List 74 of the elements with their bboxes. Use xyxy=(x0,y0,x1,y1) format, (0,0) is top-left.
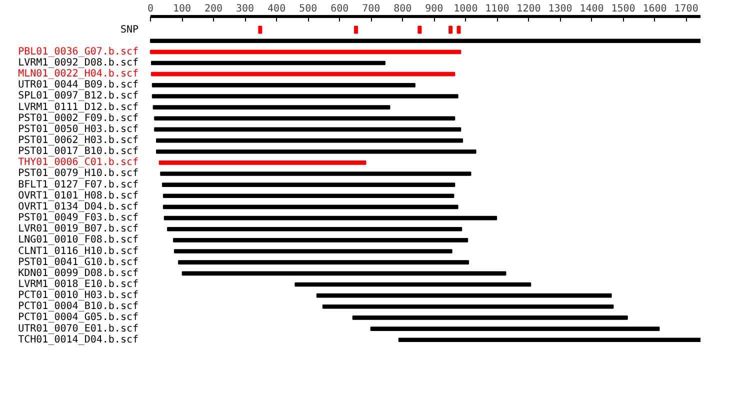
y-tick-label: MLN01_0022_H04.b.scf xyxy=(18,68,139,80)
y-tick-label: PST01_0079_H10.b.scf xyxy=(18,168,139,180)
bar xyxy=(352,316,628,320)
bar xyxy=(162,194,454,198)
x-tick-label: 500 xyxy=(299,4,318,14)
x-tick-label: 0 xyxy=(147,4,154,14)
bar xyxy=(154,127,462,132)
x-tick-label: 1400 xyxy=(580,4,604,14)
bar xyxy=(150,50,462,54)
y-tick-label: LNG01_0010_F08.b.scf xyxy=(18,234,139,246)
y-tick-label: LVRM1_0092_D08.b.scf xyxy=(18,58,139,69)
y-tick-label: SPL01_0097_B12.b.scf xyxy=(18,90,139,102)
y-tick-label: UTR01_0044_B09.b.scf xyxy=(18,80,139,91)
y-tick-label: KDN01_0099_D08.b.scf xyxy=(18,268,139,279)
bar xyxy=(152,94,458,98)
y-tick-label: PCT01_0010_H03.b.scf xyxy=(18,290,139,302)
y-tick-label: PST01_0062_H03.b.scf xyxy=(18,135,139,146)
bar xyxy=(150,60,386,66)
bar xyxy=(150,72,456,76)
bar xyxy=(158,160,366,165)
y-tick-label: PST01_0050_H03.b.scf xyxy=(18,124,139,135)
bar xyxy=(178,260,470,264)
x-tick-label: 800 xyxy=(394,4,412,14)
y-tick-label: PST01_0049_F03.b.scf xyxy=(18,212,139,224)
x-tick-label: 600 xyxy=(330,4,349,14)
bar xyxy=(160,172,472,176)
y-tick-label: BFLT1_0127_F07.b.scf xyxy=(18,179,139,190)
y-tick-label: OVRT1_0134_D04.b.scf xyxy=(18,201,139,212)
x-tick-label: 1700 xyxy=(674,4,698,14)
y-tick-label: TCH01_0014_D04.b.scf xyxy=(18,334,139,346)
x-tick-label: 1100 xyxy=(485,4,510,14)
y-tick-label: LVRM1_0018_E10.b.scf xyxy=(18,278,139,290)
x-tick-label: 1200 xyxy=(516,4,541,14)
bar xyxy=(316,293,612,298)
x-tick-label: 300 xyxy=(236,4,254,14)
bar xyxy=(173,238,468,242)
x-tick-label: 900 xyxy=(425,4,444,14)
x-tick-label: 400 xyxy=(268,4,286,14)
bar xyxy=(322,304,614,309)
bar xyxy=(162,204,458,210)
x-tick-label: 200 xyxy=(204,4,223,14)
x-tick-label: 1000 xyxy=(454,4,478,14)
bar xyxy=(154,116,456,121)
bar xyxy=(294,282,532,287)
x-tick-label: 700 xyxy=(362,4,380,14)
x-tick-label: 1600 xyxy=(642,4,667,14)
y-tick-label: PBL01_0036_G07.b.scf xyxy=(18,46,139,58)
y-tick-label: PST01_0002_F09.b.scf xyxy=(18,112,139,124)
bar xyxy=(156,138,464,143)
y-tick-label: PST01_0041_G10.b.scf xyxy=(18,256,139,268)
y-tick-label: LVR01_0019_B07.b.scf xyxy=(18,224,139,235)
bar xyxy=(150,38,700,44)
bar xyxy=(156,149,476,154)
y-tick-label: CLNT1_0116_H10.b.scf xyxy=(18,246,139,257)
y-tick-label: PCT01_0004_B10.b.scf xyxy=(18,301,139,312)
bar xyxy=(152,82,416,88)
bar xyxy=(174,249,452,254)
bar xyxy=(182,271,506,276)
x-tick-label: 100 xyxy=(172,4,192,14)
bar xyxy=(152,105,390,110)
y-tick-label: UTR01_0070_E01.b.scf xyxy=(18,323,139,334)
bar xyxy=(398,338,700,342)
bar xyxy=(164,216,498,220)
y-tick-label: THY01_0006_C01.b.scf xyxy=(18,157,139,168)
y-tick-label: OVRT1_0101_H08.b.scf xyxy=(18,190,139,202)
y-tick-label: SNP xyxy=(120,24,138,36)
bar xyxy=(167,226,462,232)
y-tick-label: PST01_0017_B10.b.scf xyxy=(18,146,139,158)
bar xyxy=(162,182,456,187)
x-tick-label: 1300 xyxy=(548,4,572,14)
bar xyxy=(370,326,660,331)
y-tick-label: LVRM1_0111_D12.b.scf xyxy=(18,102,139,113)
y-tick-label: PCT01_0004_G05.b.scf xyxy=(18,312,139,324)
x-tick-label: 1500 xyxy=(611,4,636,14)
